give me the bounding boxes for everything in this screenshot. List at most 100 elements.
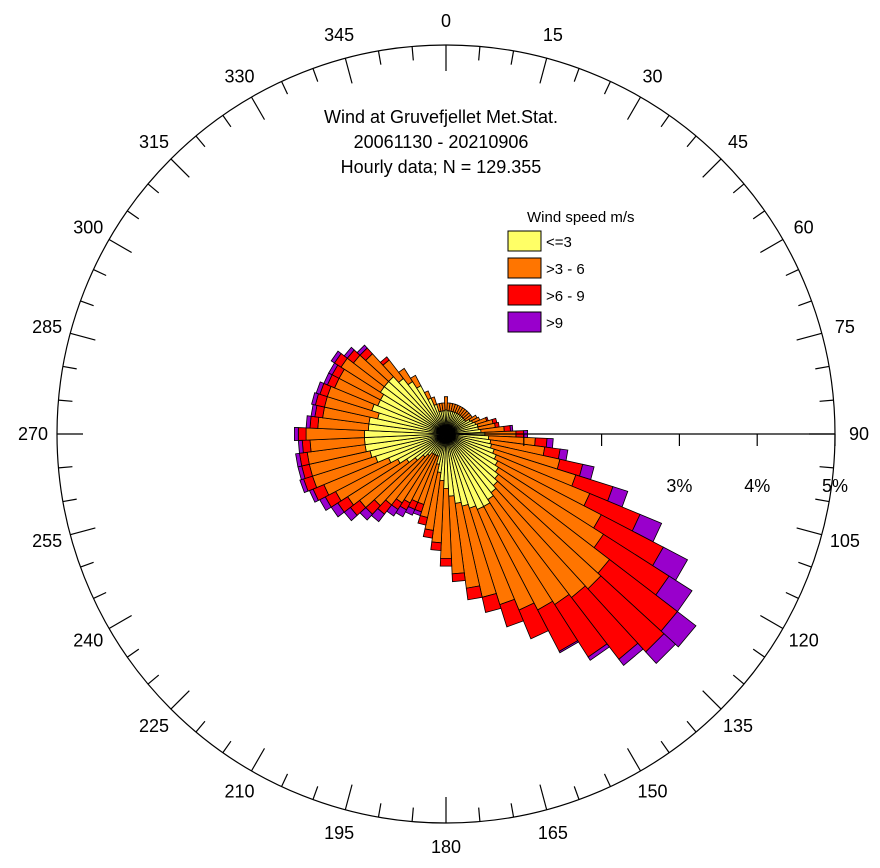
circle-tick-275 bbox=[58, 399, 73, 402]
direction-label-105: 105 bbox=[830, 531, 860, 551]
sector-180-class-2 bbox=[439, 557, 453, 567]
sector-290-class-3 bbox=[315, 381, 325, 395]
circle-tick-240 bbox=[108, 614, 132, 630]
circle-tick-320 bbox=[195, 135, 206, 148]
circle-tick-220 bbox=[195, 720, 206, 733]
sector-275-class-2 bbox=[309, 415, 320, 429]
direction-label-345: 345 bbox=[324, 25, 354, 45]
circle-tick-50 bbox=[732, 183, 745, 194]
sector-195-class-2 bbox=[417, 515, 428, 526]
direction-label-15: 15 bbox=[543, 25, 563, 45]
circle-tick-85 bbox=[819, 399, 834, 402]
legend-swatch-3-6 bbox=[507, 257, 542, 279]
title-line-1: Wind at Gruvefjellet Met.Stat. bbox=[324, 107, 558, 127]
circle-tick-355 bbox=[411, 46, 414, 61]
direction-label-195: 195 bbox=[324, 823, 354, 843]
circle-tick-60 bbox=[760, 238, 784, 254]
sector-340-class-1 bbox=[430, 396, 438, 406]
circle-tick-95 bbox=[819, 466, 834, 469]
circle-tick-160 bbox=[573, 786, 580, 800]
circle-tick-170 bbox=[510, 803, 515, 818]
direction-label-60: 60 bbox=[794, 218, 814, 238]
circle-tick-145 bbox=[660, 740, 670, 753]
sector-275-class-3 bbox=[305, 415, 312, 429]
circle-tick-150 bbox=[626, 748, 642, 772]
sector-160-class-2 bbox=[499, 598, 524, 628]
sector-260-class-3 bbox=[295, 452, 303, 468]
direction-label-330: 330 bbox=[224, 66, 254, 86]
circle-tick-70 bbox=[798, 300, 812, 307]
circle-tick-330 bbox=[250, 96, 266, 120]
direction-label-270: 270 bbox=[18, 424, 48, 444]
circle-tick-230 bbox=[147, 674, 160, 685]
sector-185-class-2 bbox=[430, 541, 442, 552]
circle-tick-315 bbox=[170, 158, 190, 178]
legend-label-6-9: >6 - 9 bbox=[546, 288, 585, 305]
circle-tick-40 bbox=[686, 135, 697, 148]
legend-label-le3: <=3 bbox=[546, 234, 572, 251]
direction-labels: 3% 4% 5% 0 15 30 45 60 75 90 105 120 135 150 165 180 195… bbox=[18, 11, 869, 857]
direction-label-165: 165 bbox=[538, 823, 568, 843]
legend-swatch-le3 bbox=[507, 230, 542, 252]
polar-axes bbox=[56, 44, 836, 824]
circle-tick-250 bbox=[80, 561, 94, 568]
sector-320-class-2 bbox=[379, 356, 390, 366]
circle-tick-195 bbox=[344, 784, 353, 810]
circle-tick-45 bbox=[702, 158, 722, 178]
sector-145-class-3 bbox=[587, 643, 610, 661]
sector-270-class-2 bbox=[297, 427, 307, 441]
circle-tick-285 bbox=[70, 332, 96, 341]
direction-label-255: 255 bbox=[32, 531, 62, 551]
sector-265-class-3 bbox=[297, 439, 304, 454]
circle-tick-260 bbox=[62, 498, 77, 503]
circle-tick-15 bbox=[539, 58, 548, 84]
legend: Wind speed m/s <=3 >3 - 6 >6 - 9 >9 bbox=[507, 209, 635, 333]
circle-tick-55 bbox=[752, 210, 765, 220]
sector-165-class-2 bbox=[481, 593, 502, 613]
legend-swatch-6-9 bbox=[507, 284, 542, 306]
sector-135-class-3 bbox=[645, 633, 677, 665]
circle-tick-30 bbox=[626, 96, 642, 120]
circle-tick-35 bbox=[660, 115, 670, 128]
circle-tick-200 bbox=[312, 786, 319, 800]
sector-170-class-2 bbox=[465, 585, 483, 601]
direction-label-315: 315 bbox=[139, 132, 169, 152]
circle-tick-140 bbox=[686, 720, 697, 733]
circle-tick-205 bbox=[281, 773, 289, 787]
direction-label-210: 210 bbox=[224, 782, 254, 802]
legend-label-gt9: >9 bbox=[546, 315, 563, 332]
circle-tick-100 bbox=[815, 498, 830, 503]
circle-tick-215 bbox=[222, 740, 232, 753]
direction-label-285: 285 bbox=[32, 317, 62, 337]
circle-tick-10 bbox=[510, 50, 515, 65]
circle-tick-80 bbox=[815, 365, 830, 370]
sector-130-class-3 bbox=[660, 611, 697, 648]
direction-label-135: 135 bbox=[723, 716, 753, 736]
direction-label-0: 0 bbox=[441, 11, 451, 31]
sector-325-class-1 bbox=[398, 367, 414, 386]
sector-285-class-3 bbox=[311, 392, 319, 406]
sector-250-class-3 bbox=[299, 478, 309, 494]
circle-tick-210 bbox=[250, 748, 266, 772]
sector-175-class-2 bbox=[451, 572, 466, 583]
circle-tick-225 bbox=[170, 690, 190, 710]
circle-tick-190 bbox=[377, 803, 382, 818]
sector-330-class-1 bbox=[409, 374, 422, 389]
sector-270-class-3 bbox=[294, 426, 299, 442]
direction-label-75: 75 bbox=[835, 317, 855, 337]
circle-tick-130 bbox=[732, 674, 745, 685]
sector-305-class-3 bbox=[330, 350, 342, 364]
direction-label-300: 300 bbox=[73, 218, 103, 238]
circle-tick-290 bbox=[80, 300, 94, 307]
radial-label-4: 4% bbox=[744, 476, 770, 496]
circle-tick-25 bbox=[603, 81, 611, 95]
sector-85-class-3 bbox=[509, 424, 514, 432]
circle-tick-245 bbox=[93, 591, 107, 599]
rose-sectors bbox=[294, 344, 697, 667]
direction-label-240: 240 bbox=[73, 631, 103, 651]
circle-tick-235 bbox=[127, 648, 140, 658]
circle-tick-350 bbox=[377, 50, 382, 65]
circle-tick-115 bbox=[785, 591, 799, 599]
direction-label-150: 150 bbox=[637, 782, 667, 802]
